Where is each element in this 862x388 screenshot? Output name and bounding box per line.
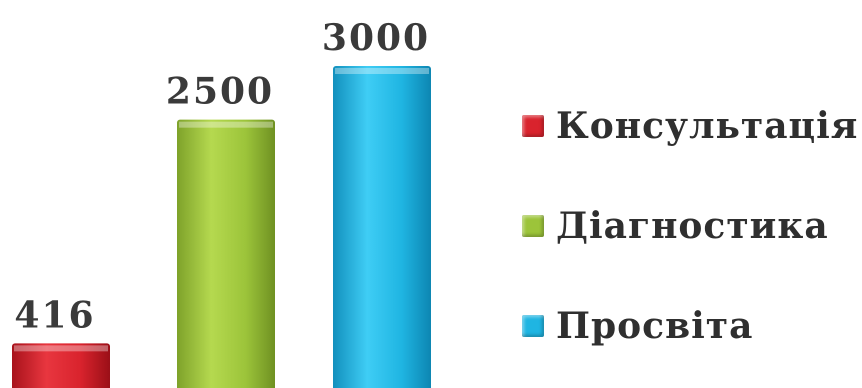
bar-education <box>333 66 431 388</box>
bar-consultation <box>12 343 110 388</box>
legend-item-diagnostics: Діагностика <box>522 202 858 250</box>
chart-legend: Консультація Діагностика Просвіта <box>522 102 858 350</box>
legend-swatch-consultation <box>522 115 544 137</box>
data-label-consultation: 416 <box>14 294 95 336</box>
bar-diagnostics <box>177 119 275 388</box>
data-label-diagnostics: 2500 <box>166 71 274 113</box>
bar-highlight-diagnostics <box>179 121 273 128</box>
data-label-education: 3000 <box>322 17 430 59</box>
legend-label-consultation: Консультація <box>556 105 859 147</box>
legend-label-diagnostics: Діагностика <box>556 205 829 247</box>
legend-item-consultation: Консультація <box>522 102 858 150</box>
legend-swatch-diagnostics <box>522 215 544 237</box>
data-labels-layer: 416 2500 3000 <box>14 17 430 336</box>
bar-highlight-education <box>335 68 429 74</box>
bar-highlight-consultation <box>14 345 108 352</box>
legend-label-education: Просвіта <box>556 305 754 347</box>
legend-item-education: Просвіта <box>522 302 858 350</box>
bars-layer <box>12 66 431 388</box>
legend-swatch-education <box>522 315 544 337</box>
